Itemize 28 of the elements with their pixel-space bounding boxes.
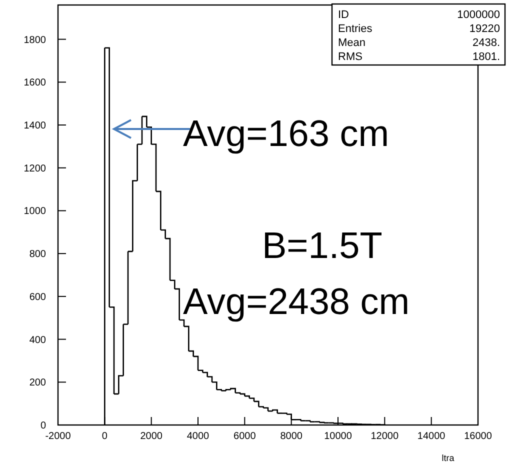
annotation: B=1.5T xyxy=(262,225,382,266)
x-axis-title: ltra xyxy=(442,453,454,463)
y-tick-label: 1400 xyxy=(24,120,46,132)
y-tick-label: 400 xyxy=(29,334,46,346)
y-tick-label: 1600 xyxy=(24,78,46,89)
x-tick-label: 4000 xyxy=(186,431,210,442)
x-tick-label: 2000 xyxy=(140,431,163,442)
text: ID 1000000 xyxy=(338,9,500,21)
y-tick-label: 1200 xyxy=(24,163,46,174)
y-tick-label: 800 xyxy=(29,249,46,260)
y-tick-label: 1800 xyxy=(24,34,46,46)
annotation: Avg=163 cm xyxy=(183,113,390,154)
x-tick-label: 0 xyxy=(102,431,108,442)
y-tick-label: 1000 xyxy=(24,206,46,218)
text: Entries 19220 xyxy=(338,23,500,35)
text: RMS 1801. xyxy=(338,51,500,63)
x-tick-label: 16000 xyxy=(464,431,492,442)
y-tick-label: 0 xyxy=(40,420,46,432)
x-tick-label: 6000 xyxy=(234,431,256,442)
annotation: Avg=2438 cm xyxy=(183,281,410,322)
y-tick-label: 600 xyxy=(29,292,46,303)
x-tick-label: -2000 xyxy=(45,431,72,442)
text: Mean 2438. xyxy=(338,37,500,49)
x-tick-label: 12000 xyxy=(370,431,400,442)
y-tick-label: 200 xyxy=(29,378,46,389)
x-tick-label: 8000 xyxy=(280,431,303,442)
x-tick-label: 10000 xyxy=(324,431,352,442)
x-tick-label: 14000 xyxy=(417,431,446,442)
